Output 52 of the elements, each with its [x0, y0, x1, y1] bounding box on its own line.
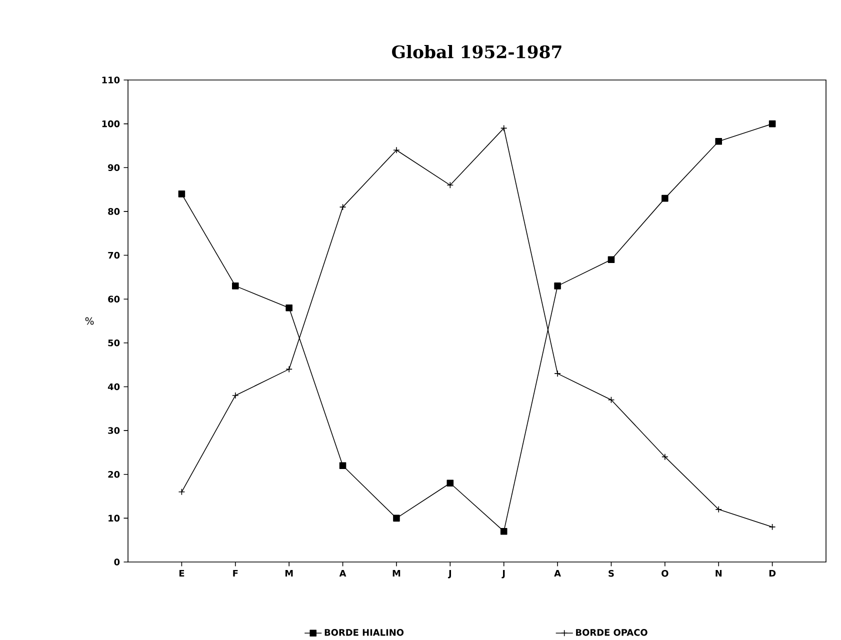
x-tick-label: S	[608, 570, 614, 577]
y-tick-label: 0	[114, 558, 120, 566]
y-tick-label: 90	[108, 164, 120, 172]
chart-title: Global 1952-1987	[392, 45, 562, 58]
point	[768, 524, 776, 530]
y-tick-label: 80	[108, 208, 120, 215]
point	[446, 182, 454, 189]
point	[768, 120, 776, 128]
x-tick-label: O	[662, 570, 668, 577]
legend-label: BORDE HIALINO	[324, 629, 404, 636]
y-tick-label: 70	[108, 252, 120, 259]
x-tick-label: M	[392, 570, 400, 577]
point	[608, 256, 615, 264]
y-tick-label: 110	[102, 76, 120, 84]
x-tick-label: A	[554, 570, 561, 577]
point	[339, 204, 346, 210]
point	[339, 462, 346, 469]
x-tick-label: F	[233, 570, 238, 577]
x-tick-label: N	[716, 570, 722, 577]
point	[232, 282, 239, 290]
x-tick-label: J	[448, 570, 452, 578]
y-tick-label: 50	[108, 340, 120, 346]
point	[286, 304, 292, 312]
point	[286, 366, 292, 373]
y-tick-label: 40	[108, 383, 120, 390]
y-tick-label: 100	[102, 120, 120, 128]
point	[500, 528, 508, 535]
point	[715, 138, 722, 145]
point	[393, 514, 400, 522]
legend-label: BORDE OPACO	[576, 629, 648, 636]
point	[662, 194, 668, 202]
y-tick-label: 20	[108, 470, 120, 478]
point	[554, 370, 561, 377]
point	[446, 480, 454, 487]
y-tick-label: 10	[108, 514, 120, 522]
y-axis-title: %	[85, 317, 94, 325]
point	[500, 124, 508, 132]
point	[554, 282, 561, 290]
point	[232, 392, 239, 399]
point	[178, 190, 186, 198]
y-tick-label: 60	[108, 296, 120, 302]
x-tick-label: A	[339, 570, 346, 577]
x-tick-label: J	[502, 570, 505, 578]
y-tick-label: 30	[108, 427, 120, 434]
point	[715, 506, 722, 513]
x-tick-label: D	[769, 570, 776, 577]
point	[178, 488, 186, 496]
point	[608, 396, 615, 404]
point	[662, 453, 668, 460]
point	[393, 146, 400, 154]
x-tick-label: E	[179, 570, 184, 577]
x-tick-label: M	[285, 570, 293, 577]
